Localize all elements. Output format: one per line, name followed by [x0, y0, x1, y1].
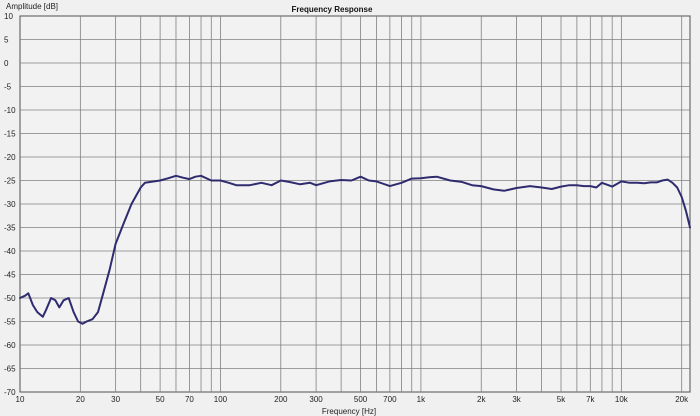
x-tick-label: 50	[156, 395, 165, 404]
frequency-response-line	[19, 174, 691, 325]
x-tick-label: 700	[383, 395, 397, 404]
y-tick-label: 10	[4, 12, 13, 21]
x-tick-label: 20k	[675, 395, 689, 404]
x-tick-label: 100	[214, 395, 228, 404]
x-tick-label: 200	[274, 395, 288, 404]
y-tick-label: -25	[4, 177, 16, 186]
y-tick-label: -40	[4, 247, 16, 256]
chart-title: Frequency Response	[292, 5, 373, 14]
x-tick-label: 30	[111, 395, 120, 404]
y-axis-label: Amplitude [dB]	[6, 2, 58, 11]
x-tick-label: 5k	[557, 395, 566, 404]
series-layer	[19, 174, 691, 325]
x-tick-label: 10	[16, 395, 25, 404]
y-tick-label: -70	[4, 388, 16, 397]
x-axis-label: Frequency [Hz]	[322, 407, 376, 416]
y-tick-label: -5	[4, 83, 12, 92]
y-tick-label: 0	[4, 59, 9, 68]
y-tick-label: -35	[4, 224, 16, 233]
x-tick-label: 7k	[586, 395, 595, 404]
y-tick-label: -15	[4, 130, 16, 139]
y-tick-label: -50	[4, 294, 16, 303]
x-tick-label: 2k	[477, 395, 486, 404]
x-tick-label: 1k	[417, 395, 426, 404]
x-tick-label: 20	[76, 395, 85, 404]
y-tick-label: -30	[4, 200, 16, 209]
x-tick-label: 3k	[512, 395, 521, 404]
y-tick-label: 5	[4, 36, 9, 45]
tick-labels: 10 20 30 50 70 100 200 300 500 700 1k 2k 3k 5k 7k 10k 20…	[4, 12, 689, 404]
y-tick-label: -65	[4, 365, 16, 374]
y-tick-label: -60	[4, 341, 16, 350]
x-tick-label: 70	[185, 395, 194, 404]
x-tick-label: 300	[309, 395, 323, 404]
grid-lines	[20, 16, 690, 392]
y-tick-label: -20	[4, 153, 16, 162]
x-tick-label: 10k	[615, 395, 629, 404]
x-tick-label: 500	[354, 395, 368, 404]
y-tick-label: -10	[4, 106, 16, 115]
y-tick-label: -55	[4, 318, 16, 327]
y-tick-label: -45	[4, 271, 16, 280]
